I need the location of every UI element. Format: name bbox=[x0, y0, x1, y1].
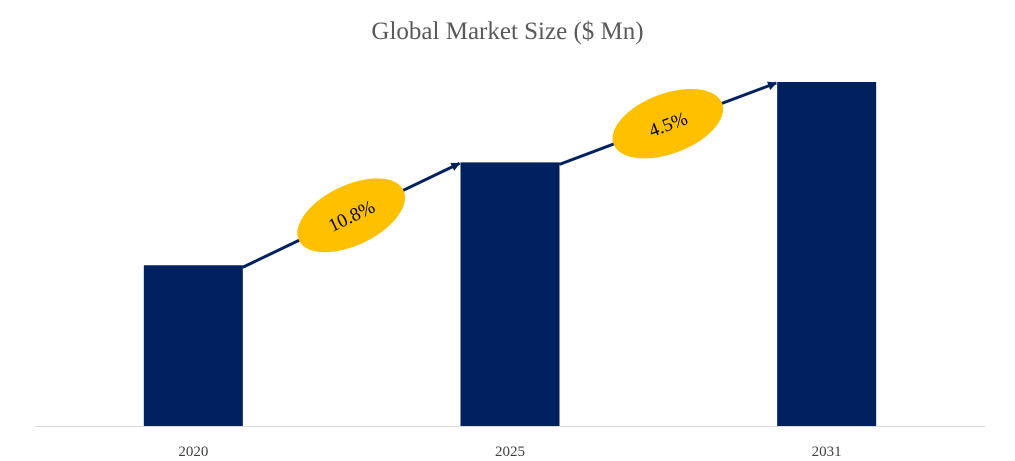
growth-badge: 4.5% bbox=[612, 88, 724, 159]
x-tick-label: 2031 bbox=[812, 444, 842, 460]
chart-title: Global Market Size ($ Mn) bbox=[371, 18, 644, 45]
growth-badge: 10.8% bbox=[297, 178, 406, 253]
growth-badge-shape bbox=[612, 88, 724, 159]
x-tick-label: 2020 bbox=[178, 444, 208, 460]
bar-2031 bbox=[777, 82, 877, 426]
bar-2025 bbox=[460, 162, 560, 426]
x-tick-label: 2025 bbox=[495, 444, 525, 460]
growth-badge-shape bbox=[297, 178, 406, 253]
bar-2020 bbox=[143, 265, 243, 426]
